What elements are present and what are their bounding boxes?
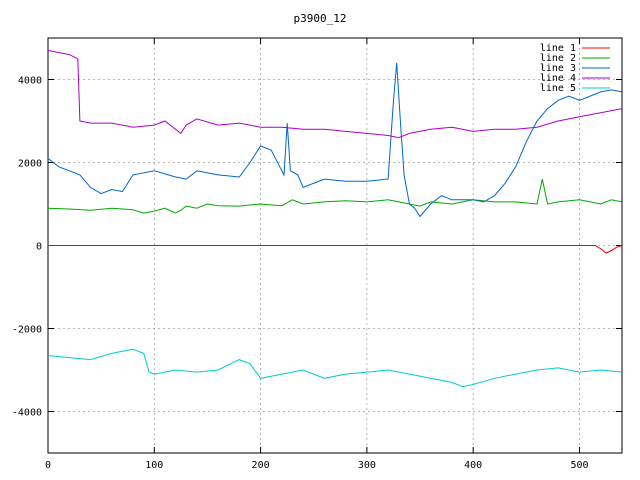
chart-title: p3900_12	[293, 12, 347, 25]
y-tick-label: 0	[36, 242, 42, 253]
series-line-1	[48, 245, 623, 254]
y-tick-label: -2000	[12, 325, 42, 336]
legend-label: line 5	[540, 83, 576, 94]
series-line-5	[47, 348, 623, 388]
series-line-2	[47, 178, 623, 214]
y-tick-label: 2000	[18, 159, 42, 170]
x-tick-label: 500	[570, 460, 588, 471]
y-tick-label: -4000	[12, 408, 42, 419]
legend-label: line 2	[540, 53, 576, 64]
x-tick-label: 100	[145, 460, 163, 471]
x-tick-label: 400	[464, 460, 482, 471]
y-tick-label: 4000	[18, 76, 42, 87]
x-tick-label: 300	[358, 460, 376, 471]
x-tick-label: 200	[252, 460, 270, 471]
series-line-3	[47, 62, 623, 218]
legend-label: line 1	[540, 43, 576, 54]
x-tick-label: 0	[45, 460, 51, 471]
legend-label: line 4	[540, 73, 576, 84]
legend-label: line 3	[540, 63, 576, 74]
series-line-4	[47, 49, 623, 139]
